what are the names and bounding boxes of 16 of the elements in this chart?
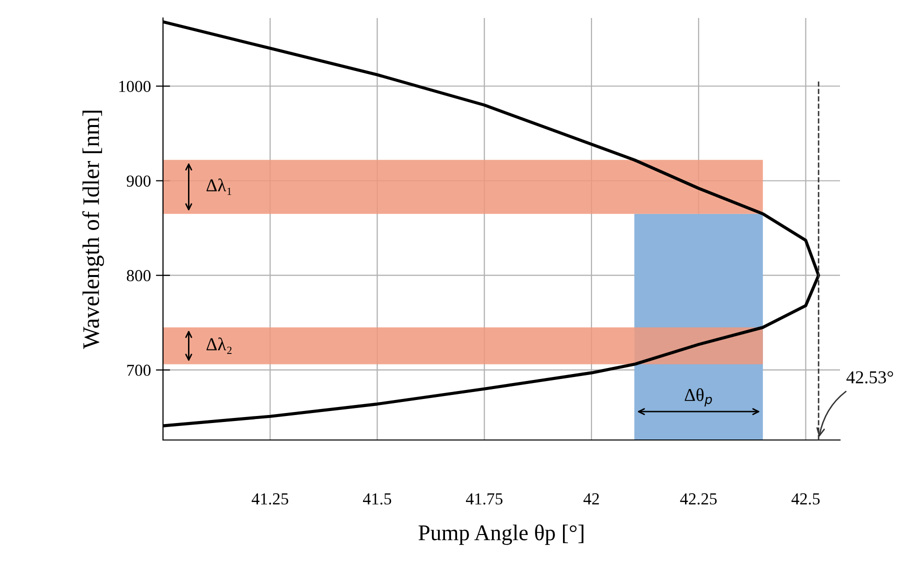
y-tick-label: 800 (126, 270, 151, 282)
x-tick-label: 41.75 (466, 493, 502, 505)
y-tick-label: 700 (127, 364, 151, 376)
x-tick-label: 42.25 (680, 493, 717, 505)
x-tick-label: 42.5 (791, 493, 820, 505)
annotation: Δθ$_{p}$ (684, 388, 712, 407)
ref-line-label: 42.53° (846, 371, 894, 384)
y-axis-title: Wavelength of Idler [nm] (82, 110, 104, 349)
annotation: Δλ₁ (206, 178, 232, 195)
y-tick-label: 900 (126, 175, 151, 187)
x-axis-title: Pump Angle θp [°] (418, 524, 584, 545)
x-tick-label: 41.25 (252, 493, 288, 505)
x-tick-label: 41.5 (362, 493, 392, 505)
y-tick-label: 1000 (119, 80, 151, 92)
x-tick-label: 42 (583, 493, 599, 504)
annotation: Δλ₂ (206, 337, 232, 354)
